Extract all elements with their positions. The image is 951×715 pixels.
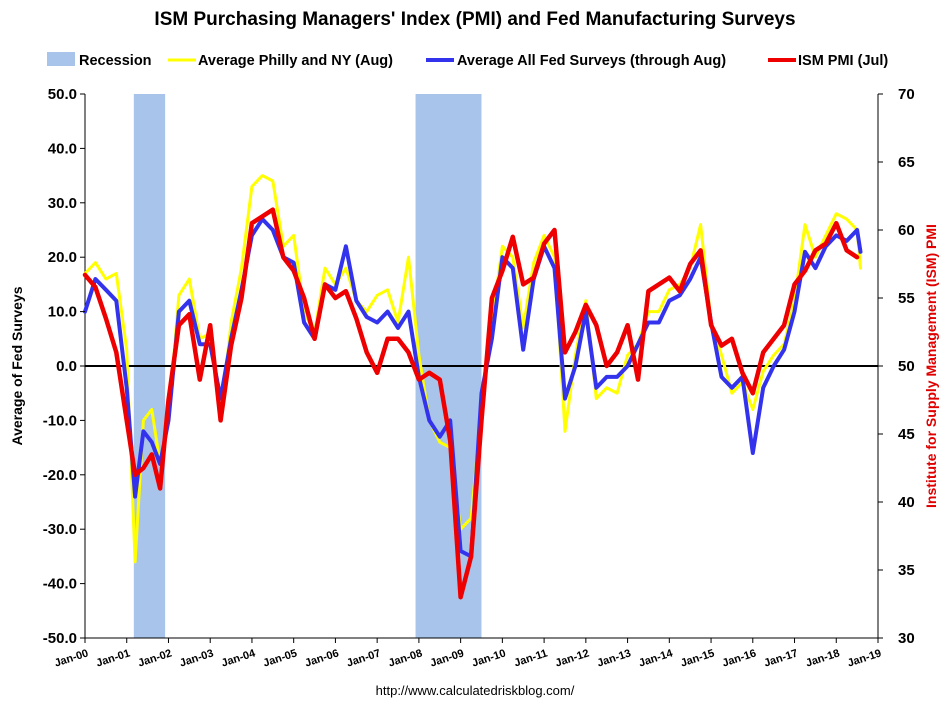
source-url: http://www.calculatedriskblog.com/ bbox=[376, 683, 575, 698]
y-right-tick-label: 40 bbox=[898, 494, 915, 511]
y-left-tick-label: -20.0 bbox=[43, 467, 77, 484]
y-left-tick-label: 40.0 bbox=[48, 140, 77, 157]
y-left-tick-label: -50.0 bbox=[43, 630, 77, 647]
y-left-tick-label: -40.0 bbox=[43, 576, 77, 593]
y-axis-left-title: Average of Fed Surveys bbox=[9, 286, 25, 445]
y-left-tick-label: 50.0 bbox=[48, 86, 77, 103]
y-right-tick-label: 70 bbox=[898, 86, 915, 103]
y-right-tick-label: 60 bbox=[898, 222, 915, 239]
y-right-tick-label: 50 bbox=[898, 358, 915, 375]
y-right-tick-label: 30 bbox=[898, 630, 915, 647]
y-right-tick-label: 35 bbox=[898, 562, 915, 579]
legend-ism-label: ISM PMI (Jul) bbox=[798, 53, 888, 69]
chart-series bbox=[82, 174, 863, 600]
y-left-tick-label: 30.0 bbox=[48, 195, 77, 212]
legend-all-fed-label: Average All Fed Surveys (through Aug) bbox=[457, 53, 726, 69]
legend-philly-ny-label: Average Philly and NY (Aug) bbox=[198, 53, 393, 69]
series-line-ism-pmi bbox=[82, 207, 860, 600]
y-right-tick-label: 45 bbox=[898, 426, 915, 443]
y-left-tick-label: 10.0 bbox=[48, 304, 77, 321]
legend-recession-swatch bbox=[47, 52, 75, 66]
y-left-tick-label: -10.0 bbox=[43, 412, 77, 429]
y-left-tick-label: 0.0 bbox=[56, 358, 77, 375]
y-left-tick-label: -30.0 bbox=[43, 521, 77, 538]
y-axis-right-title: Institute for Supply Management (ISM) PM… bbox=[923, 224, 939, 508]
chart-title: ISM Purchasing Managers' Index (PMI) and… bbox=[154, 9, 795, 30]
chart-legend: Recession Average Philly and NY (Aug) Av… bbox=[47, 52, 888, 69]
y-right-tick-label: 55 bbox=[898, 290, 915, 307]
y-right-tick-label: 65 bbox=[898, 154, 915, 171]
y-left-tick-label: 20.0 bbox=[48, 249, 77, 266]
legend-recession-label: Recession bbox=[79, 53, 152, 69]
